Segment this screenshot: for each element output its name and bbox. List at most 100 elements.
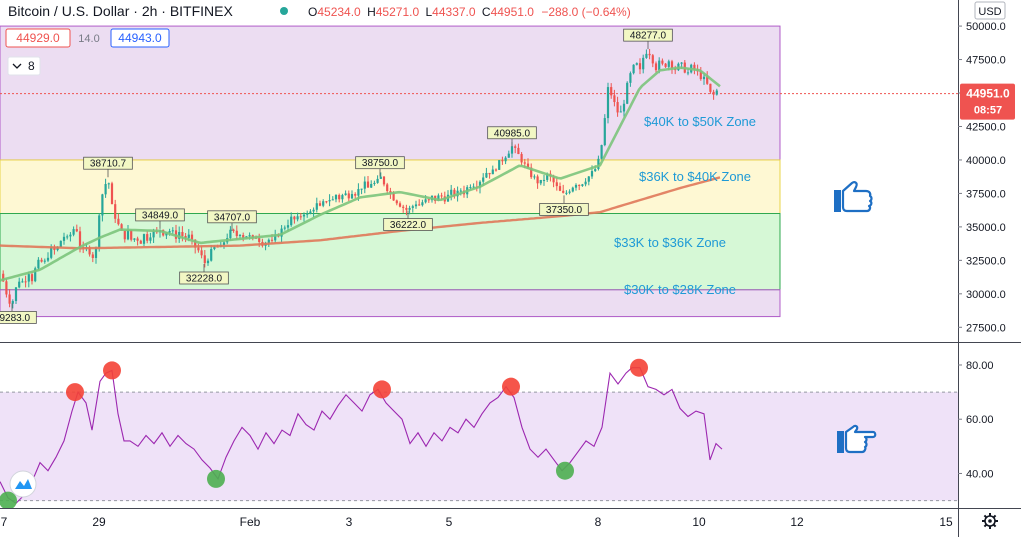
candle-body: [568, 191, 571, 193]
annotation-label: 38710.7: [90, 159, 127, 170]
candle-body: [638, 63, 642, 70]
candle-body: [75, 229, 78, 232]
candle-body: [338, 195, 341, 200]
time-tick-label: 3: [346, 515, 353, 529]
price-axis[interactable]: 27500.0 30000.0 32500.0 35000.0 37500.0 40000…: [958, 21, 1006, 334]
price-tick-label: 27500.0: [966, 322, 1006, 334]
candle-body: [424, 199, 427, 203]
time-axis[interactable]: 7 29 Feb 3 5 8 10 12 15: [1, 515, 953, 529]
candle-body: [632, 64, 635, 74]
currency-button[interactable]: USD: [974, 1, 1006, 20]
candle-body: [382, 176, 386, 185]
candle-body: [606, 87, 610, 119]
price-tick-label: 40000.0: [966, 155, 1006, 167]
candle-body: [120, 224, 123, 231]
price-tick-label: 32500.0: [966, 255, 1006, 267]
zone-rect[interactable]: [0, 25, 781, 161]
candle-body: [574, 184, 578, 188]
annotation-label: 29283.0: [0, 313, 31, 324]
sell-price-button[interactable]: [5, 28, 71, 48]
candle-body: [667, 61, 670, 67]
candle-body: [437, 195, 440, 202]
candle-body: [312, 209, 315, 212]
candle-body: [670, 61, 674, 69]
candle-body: [274, 234, 277, 241]
candle-body: [43, 260, 46, 262]
candle-body: [507, 153, 510, 158]
price-tick-label: 30000.0: [966, 289, 1006, 301]
candle-body: [104, 184, 107, 195]
annotation-box: [623, 28, 673, 42]
candle-body: [514, 146, 517, 148]
ohlc-values: O45234.0 H45271.0 L44337.0 C44951.0 −288…: [308, 5, 631, 19]
last-price-value: 44951.0: [966, 87, 1010, 101]
tradingview-logo-icon[interactable]: [9, 470, 37, 498]
candle-body: [520, 154, 523, 163]
candle-body: [370, 183, 373, 188]
annotation-box: [179, 271, 229, 285]
zone-label: $33K to $36K Zone: [614, 235, 726, 250]
candle-body: [194, 239, 197, 248]
oversold-marker: [207, 469, 225, 488]
buy-price-button[interactable]: [110, 28, 170, 48]
candle-body: [616, 102, 619, 113]
candle-body: [318, 203, 322, 206]
annotation-box: [355, 156, 405, 170]
candle-body: [229, 229, 232, 239]
candle-body: [494, 169, 498, 171]
overbought-marker: [66, 383, 84, 402]
candle-body: [482, 177, 485, 182]
candle-body: [712, 91, 715, 95]
candle-body: [14, 287, 18, 302]
time-tick-label: 5: [446, 515, 453, 529]
zone-rect[interactable]: [0, 289, 781, 318]
candle-body: [117, 218, 120, 225]
time-tick-label: 8: [595, 515, 602, 529]
candle-body: [610, 87, 613, 96]
annotation-label: 40985.0: [494, 128, 531, 139]
candle-body: [414, 204, 418, 207]
candle-body: [709, 83, 712, 92]
candle-body: [600, 145, 603, 159]
spread-value: 14.0: [78, 33, 99, 45]
price-tick-label: 42500.0: [966, 121, 1006, 133]
candle-body: [306, 213, 309, 215]
candle-body: [18, 281, 21, 288]
bid-ask-widget: 44929.0 14.0 44943.0: [5, 28, 170, 48]
candle-body: [206, 260, 210, 264]
indicators-count: 8: [28, 59, 35, 73]
candle-body: [542, 179, 546, 181]
candle-body: [296, 216, 299, 220]
candle-body: [5, 281, 8, 295]
candle-body: [664, 63, 667, 67]
candle-body: [418, 204, 421, 206]
rsi-axis[interactable]: 40.00 60.00 80.00: [958, 360, 994, 480]
candle-body: [597, 158, 600, 170]
annotation-box: [539, 203, 589, 216]
candle-body: [139, 240, 142, 244]
settings-gear-icon[interactable]: [982, 513, 998, 529]
candle-body: [322, 201, 325, 206]
candle-body: [334, 195, 338, 200]
indicators-toggle[interactable]: 8: [7, 56, 41, 76]
symbol-title[interactable]: Bitcoin / U.S. Dollar · 2h · BITFINEX: [8, 3, 233, 19]
annotation-box: [207, 210, 257, 224]
candle-body: [661, 60, 664, 64]
time-tick-label: Feb: [240, 515, 261, 529]
candle-body: [654, 63, 658, 71]
candle-body: [379, 176, 382, 179]
candle-body: [344, 193, 347, 196]
candle-body: [478, 181, 482, 188]
candle-body: [8, 294, 11, 304]
candle-body: [715, 90, 718, 95]
candle-body: [485, 172, 488, 178]
candle-body: [286, 225, 290, 228]
candle-body: [395, 200, 398, 204]
candle-body: [37, 259, 40, 269]
candle-body: [699, 71, 702, 80]
candle-body: [581, 184, 584, 186]
candle-body: [584, 181, 587, 185]
slow-moving-average: [0, 176, 721, 250]
time-tick-label: 7: [1, 515, 8, 529]
